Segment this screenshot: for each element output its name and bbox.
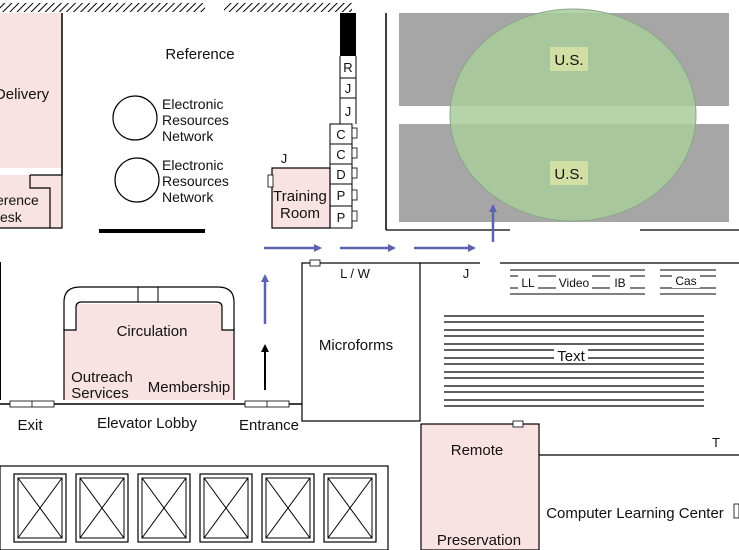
training-j-label: J	[281, 151, 288, 166]
text-stacks	[444, 315, 704, 407]
microforms-room	[301, 262, 421, 422]
network-table-1	[112, 95, 158, 141]
membership-label: Membership	[148, 379, 231, 396]
reference-desk-label-2: esk	[0, 209, 23, 225]
media-ll-label: LL	[521, 276, 535, 290]
black-shelf	[340, 13, 356, 56]
us-label-2: U.S.	[554, 166, 583, 183]
elevator-car	[13, 473, 67, 543]
remote-label: Remote	[451, 442, 504, 459]
network-label-1a: Electronic	[162, 96, 223, 112]
reference-desk-label-1: erence	[0, 192, 39, 208]
media-ib-label: IB	[614, 276, 625, 290]
delivery-label: Delivery	[0, 86, 50, 103]
elevator-car	[75, 473, 129, 543]
elevator-car	[261, 473, 315, 543]
outreach-label-1: Outreach	[71, 369, 133, 386]
elevator-car	[137, 473, 191, 543]
counter-bar	[99, 229, 205, 233]
microforms-label: Microforms	[319, 337, 393, 354]
reference-label: Reference	[165, 46, 234, 63]
elevator-car	[199, 473, 253, 543]
elevator-lobby-label: Elevator Lobby	[97, 415, 198, 432]
exit-label: Exit	[17, 417, 43, 434]
shelf-label-p1: P	[337, 188, 346, 203]
lw-side-j-label: J	[463, 266, 470, 281]
network-label-1b: Resources	[162, 112, 229, 128]
preservation-label: Preservation	[437, 532, 521, 549]
outreach-label-2: Services	[71, 385, 129, 402]
top-wall-right	[224, 3, 352, 12]
shelf-label-d: D	[336, 167, 345, 182]
shelf-label-j2: J	[345, 104, 352, 119]
shelf-label-r: R	[343, 60, 352, 75]
shelf-label-j1: J	[345, 81, 352, 96]
us-reading-area	[449, 8, 697, 222]
circulation-room	[64, 304, 234, 400]
t-label: T	[712, 435, 720, 450]
shelf-stack	[329, 123, 358, 229]
remote-room	[420, 423, 540, 550]
delivery-room	[0, 13, 62, 168]
text-stacks-label: Text	[557, 348, 585, 365]
network-table-2	[114, 157, 160, 203]
network-label-2b: Resources	[162, 173, 229, 189]
training-room	[271, 167, 331, 229]
entrance-label: Entrance	[239, 417, 299, 434]
shelf-label-c2: C	[336, 147, 345, 162]
lw-label: L / W	[340, 266, 371, 281]
circulation-counter	[63, 286, 235, 331]
network-label-2a: Electronic	[162, 157, 223, 173]
computer-learning-center-label: Computer Learning Center	[546, 505, 724, 522]
shelf-label-c1: C	[336, 127, 345, 142]
elevator-car	[323, 473, 377, 543]
network-label-2c: Network	[162, 189, 214, 205]
top-wall-left	[0, 3, 205, 12]
us-label-1: U.S.	[554, 52, 583, 69]
training-room-label-2: Room	[280, 205, 320, 222]
shelf-label-p2: P	[337, 210, 346, 225]
circulation-label: Circulation	[117, 323, 188, 340]
training-room-label-1: Training	[273, 188, 327, 205]
media-cas-label: Cas	[675, 274, 696, 288]
network-label-1c: Network	[162, 128, 214, 144]
media-video-label: Video	[559, 276, 590, 290]
